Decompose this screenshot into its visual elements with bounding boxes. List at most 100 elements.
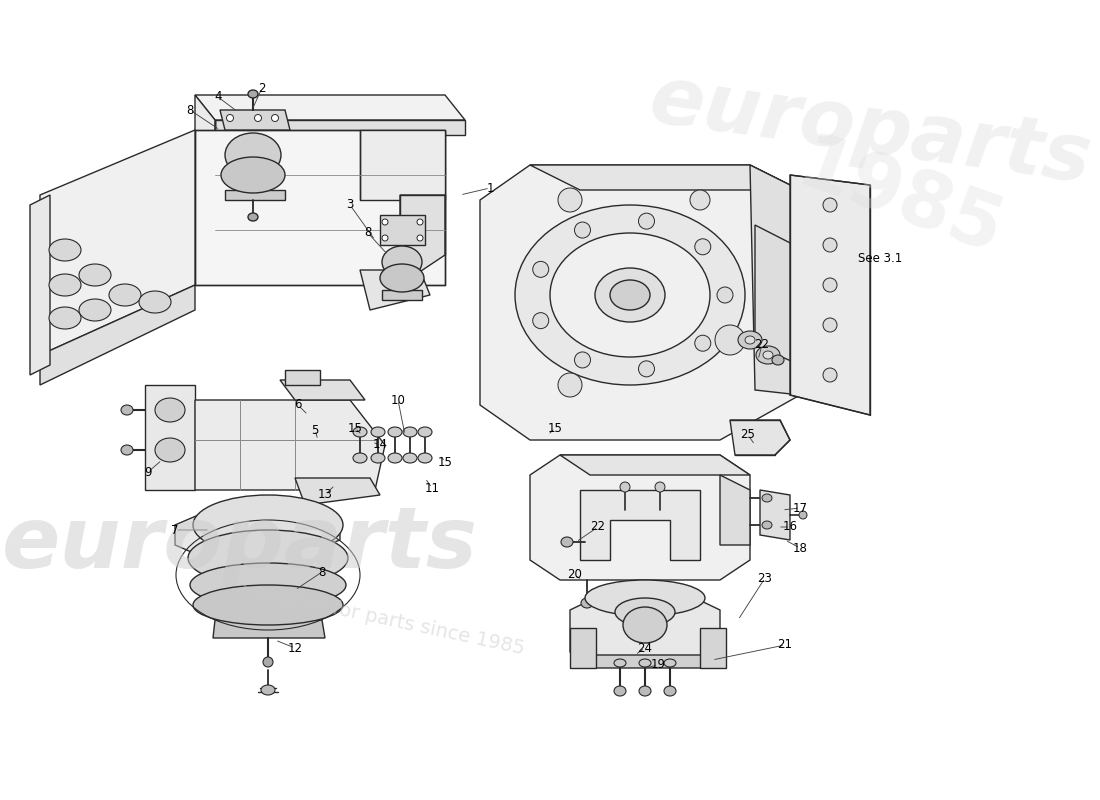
Ellipse shape: [382, 235, 388, 241]
Text: 3: 3: [346, 198, 354, 211]
Ellipse shape: [690, 190, 710, 210]
Ellipse shape: [79, 299, 111, 321]
Ellipse shape: [574, 352, 591, 368]
Ellipse shape: [715, 325, 745, 355]
Ellipse shape: [614, 686, 626, 696]
Ellipse shape: [772, 355, 784, 365]
Text: 25: 25: [740, 429, 756, 442]
Text: 13: 13: [318, 489, 332, 502]
Text: 22: 22: [755, 338, 770, 351]
Text: 19: 19: [650, 658, 666, 671]
Ellipse shape: [418, 427, 432, 437]
Ellipse shape: [585, 580, 705, 616]
Polygon shape: [570, 628, 596, 668]
Text: 15: 15: [438, 455, 452, 469]
Text: a passion for parts since 1985: a passion for parts since 1985: [234, 578, 526, 658]
Polygon shape: [220, 110, 290, 130]
Ellipse shape: [763, 351, 773, 359]
Ellipse shape: [558, 373, 582, 397]
Ellipse shape: [581, 598, 593, 608]
Polygon shape: [40, 130, 195, 355]
Ellipse shape: [50, 307, 81, 329]
Polygon shape: [580, 490, 700, 560]
Ellipse shape: [382, 219, 388, 225]
Ellipse shape: [823, 238, 837, 252]
Ellipse shape: [595, 268, 666, 322]
Ellipse shape: [664, 659, 676, 667]
Ellipse shape: [823, 318, 837, 332]
Ellipse shape: [695, 335, 711, 351]
Ellipse shape: [823, 198, 837, 212]
Text: 2: 2: [258, 82, 266, 94]
Ellipse shape: [639, 686, 651, 696]
Ellipse shape: [823, 368, 837, 382]
Ellipse shape: [221, 157, 285, 193]
Ellipse shape: [561, 537, 573, 547]
Ellipse shape: [388, 427, 401, 437]
Ellipse shape: [371, 453, 385, 463]
Text: 17: 17: [792, 502, 807, 514]
Ellipse shape: [558, 188, 582, 212]
Ellipse shape: [620, 482, 630, 492]
Text: 8: 8: [364, 226, 372, 239]
Polygon shape: [720, 475, 750, 545]
Text: 10: 10: [390, 394, 406, 406]
Polygon shape: [226, 190, 285, 200]
Ellipse shape: [192, 495, 343, 555]
Polygon shape: [530, 455, 750, 580]
Ellipse shape: [717, 287, 733, 303]
Polygon shape: [40, 285, 195, 385]
Ellipse shape: [382, 246, 422, 278]
Polygon shape: [295, 478, 380, 505]
Text: 20: 20: [568, 569, 582, 582]
Ellipse shape: [638, 361, 654, 377]
Polygon shape: [360, 270, 430, 310]
Polygon shape: [790, 175, 870, 415]
Text: 11: 11: [425, 482, 440, 494]
Ellipse shape: [121, 445, 133, 455]
Ellipse shape: [109, 284, 141, 306]
Text: 18: 18: [793, 542, 807, 554]
Ellipse shape: [664, 686, 676, 696]
Ellipse shape: [762, 494, 772, 502]
Ellipse shape: [615, 598, 675, 626]
Text: 12: 12: [287, 642, 303, 654]
Text: 21: 21: [778, 638, 792, 651]
Text: 1985: 1985: [788, 129, 1013, 271]
Ellipse shape: [762, 521, 772, 529]
Ellipse shape: [50, 274, 81, 296]
Polygon shape: [700, 628, 726, 668]
Polygon shape: [280, 380, 365, 400]
Polygon shape: [379, 215, 425, 245]
Polygon shape: [750, 165, 800, 395]
Polygon shape: [382, 290, 422, 300]
Polygon shape: [145, 385, 195, 490]
Polygon shape: [195, 130, 446, 285]
Text: 22: 22: [591, 521, 605, 534]
Ellipse shape: [418, 453, 432, 463]
Polygon shape: [760, 490, 790, 540]
Polygon shape: [530, 165, 800, 190]
Ellipse shape: [263, 657, 273, 667]
Ellipse shape: [188, 530, 348, 586]
Text: 14: 14: [373, 438, 387, 451]
Ellipse shape: [654, 482, 666, 492]
Ellipse shape: [403, 427, 417, 437]
Text: 15: 15: [348, 422, 362, 434]
Text: europarts: europarts: [645, 61, 1096, 199]
Polygon shape: [285, 370, 320, 385]
Ellipse shape: [155, 398, 185, 422]
Ellipse shape: [192, 585, 343, 625]
Polygon shape: [195, 400, 385, 490]
Ellipse shape: [388, 453, 401, 463]
Ellipse shape: [745, 336, 755, 344]
Polygon shape: [560, 455, 750, 475]
Ellipse shape: [403, 453, 417, 463]
Polygon shape: [588, 655, 715, 668]
Ellipse shape: [614, 659, 626, 667]
Text: See 3.1: See 3.1: [858, 251, 902, 265]
Polygon shape: [570, 598, 721, 665]
Ellipse shape: [532, 313, 549, 329]
Ellipse shape: [823, 278, 837, 292]
Text: 15: 15: [548, 422, 562, 434]
